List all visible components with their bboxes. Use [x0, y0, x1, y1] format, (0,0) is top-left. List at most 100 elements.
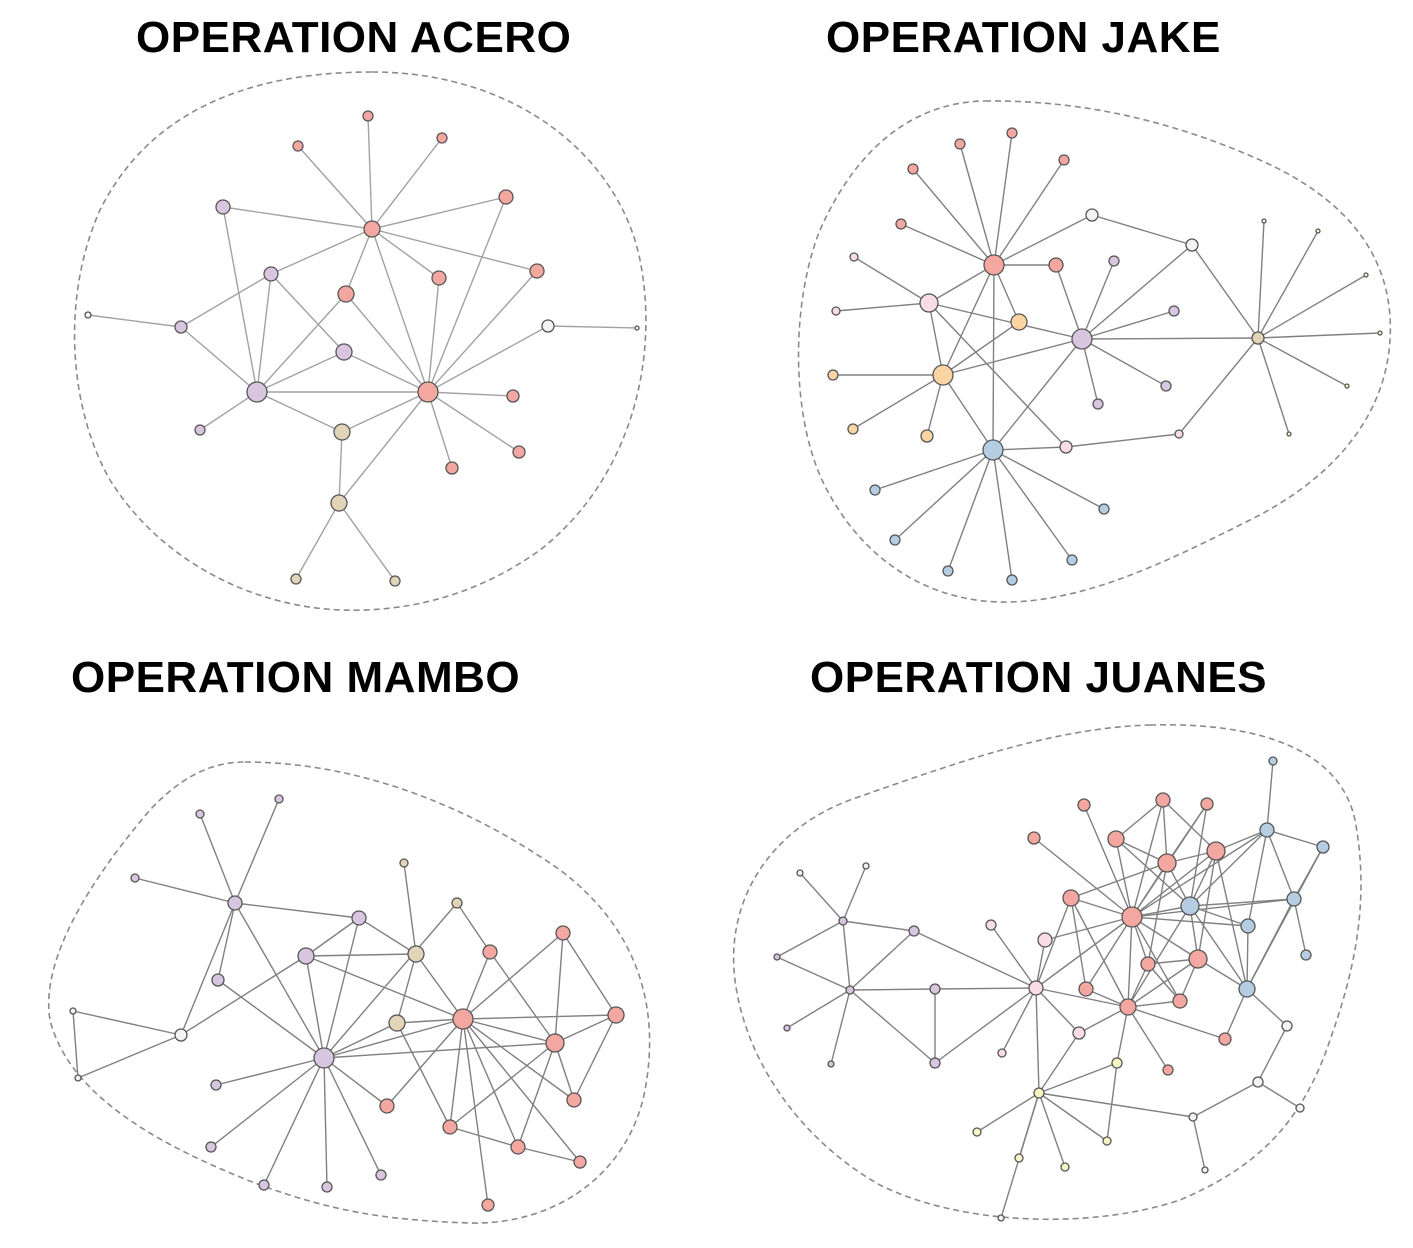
edge: [371, 137, 443, 230]
node-tan: [1251, 331, 1265, 345]
edge: [1224, 988, 1248, 1040]
edge: [934, 987, 1037, 990]
edge: [256, 273, 272, 393]
node-red: [431, 270, 447, 286]
edge: [323, 917, 360, 1059]
node-red: [573, 1155, 587, 1169]
edge: [338, 391, 429, 504]
node-yellow: [1060, 1162, 1070, 1172]
edge: [323, 1057, 328, 1188]
edge: [1038, 1092, 1194, 1118]
edge: [849, 988, 936, 991]
edge: [1035, 897, 1072, 989]
node-purple: [929, 983, 941, 995]
node-purple: [297, 947, 315, 965]
node-red: [555, 925, 571, 941]
edge: [1081, 338, 1167, 387]
node-blue: [1066, 554, 1078, 566]
boundary-outline: [732, 723, 1362, 1221]
edge: [1189, 829, 1268, 907]
node-blue: [889, 534, 901, 546]
node-blue: [1180, 896, 1200, 916]
edge: [323, 1057, 388, 1107]
edge: [270, 228, 373, 275]
edge: [1115, 838, 1191, 907]
node-red: [954, 138, 966, 150]
node-tan: [388, 1014, 406, 1032]
edge: [343, 351, 429, 393]
node-purple: [258, 1179, 270, 1191]
edge: [1257, 220, 1265, 339]
network-graph-jake: [797, 100, 1392, 603]
edge: [1247, 829, 1268, 927]
edge: [992, 264, 995, 451]
panel-mambo: OPERATION MAMBO: [0, 0, 706, 1248]
edge: [1131, 799, 1164, 918]
node-purple: [1108, 255, 1120, 267]
edge: [305, 953, 417, 957]
edge: [462, 1018, 489, 1206]
edge: [1127, 1006, 1169, 1071]
node-pink: [1028, 980, 1044, 996]
node-red: [452, 1008, 474, 1030]
node-purple: [838, 916, 848, 926]
node-purple: [827, 1060, 835, 1068]
node-tan: [330, 494, 348, 512]
edge: [1131, 850, 1217, 918]
node-white: [1085, 208, 1099, 222]
node-purple: [1092, 398, 1104, 410]
edge: [992, 446, 1067, 451]
edge: [562, 932, 617, 1016]
edge: [1127, 916, 1133, 1008]
node-red: [1162, 1064, 1174, 1076]
edge: [1035, 987, 1080, 1034]
edge: [1246, 988, 1288, 1027]
edge: [992, 449, 1105, 510]
edge: [134, 877, 236, 904]
node-red: [337, 285, 355, 303]
node-red: [379, 1098, 395, 1114]
node-tan: [451, 897, 463, 909]
edge: [1081, 260, 1115, 340]
node-red: [362, 110, 374, 122]
edge: [371, 228, 538, 272]
edge: [396, 1018, 464, 1024]
node-peach: [827, 369, 839, 381]
node-yellow: [1377, 330, 1383, 336]
network-graph-acero: [73, 71, 647, 612]
node-tan: [389, 575, 401, 587]
edge: [1246, 898, 1295, 990]
edge: [180, 955, 307, 1036]
node-purple: [313, 1047, 335, 1069]
edge: [1055, 264, 1083, 340]
node-yellow: [1014, 1153, 1024, 1163]
edge: [830, 989, 851, 1065]
edge: [427, 391, 514, 397]
node-purple: [227, 895, 243, 911]
node-peach: [847, 423, 859, 435]
node-red: [1121, 906, 1143, 928]
edge: [1083, 804, 1133, 918]
edge: [371, 196, 507, 230]
edge: [993, 159, 1065, 266]
panel-title-juanes: OPERATION JUANES: [810, 653, 1268, 702]
node-purple: [215, 199, 231, 215]
edge: [72, 1010, 79, 1079]
edge: [1131, 916, 1199, 960]
node-pink: [997, 1048, 1007, 1058]
edge: [1127, 1000, 1181, 1008]
node-blue: [869, 484, 881, 496]
node-purple: [194, 424, 206, 436]
edge: [305, 917, 360, 957]
node-red: [983, 254, 1005, 276]
node-red: [1027, 831, 1041, 845]
edge: [199, 813, 236, 904]
edge: [894, 449, 994, 541]
network-graph-mambo: [48, 761, 651, 1224]
edge: [976, 1092, 1040, 1133]
node-pink: [985, 919, 997, 931]
edge: [234, 902, 360, 919]
edge: [449, 1042, 556, 1128]
node-purple: [375, 1169, 387, 1181]
edge: [345, 228, 373, 295]
